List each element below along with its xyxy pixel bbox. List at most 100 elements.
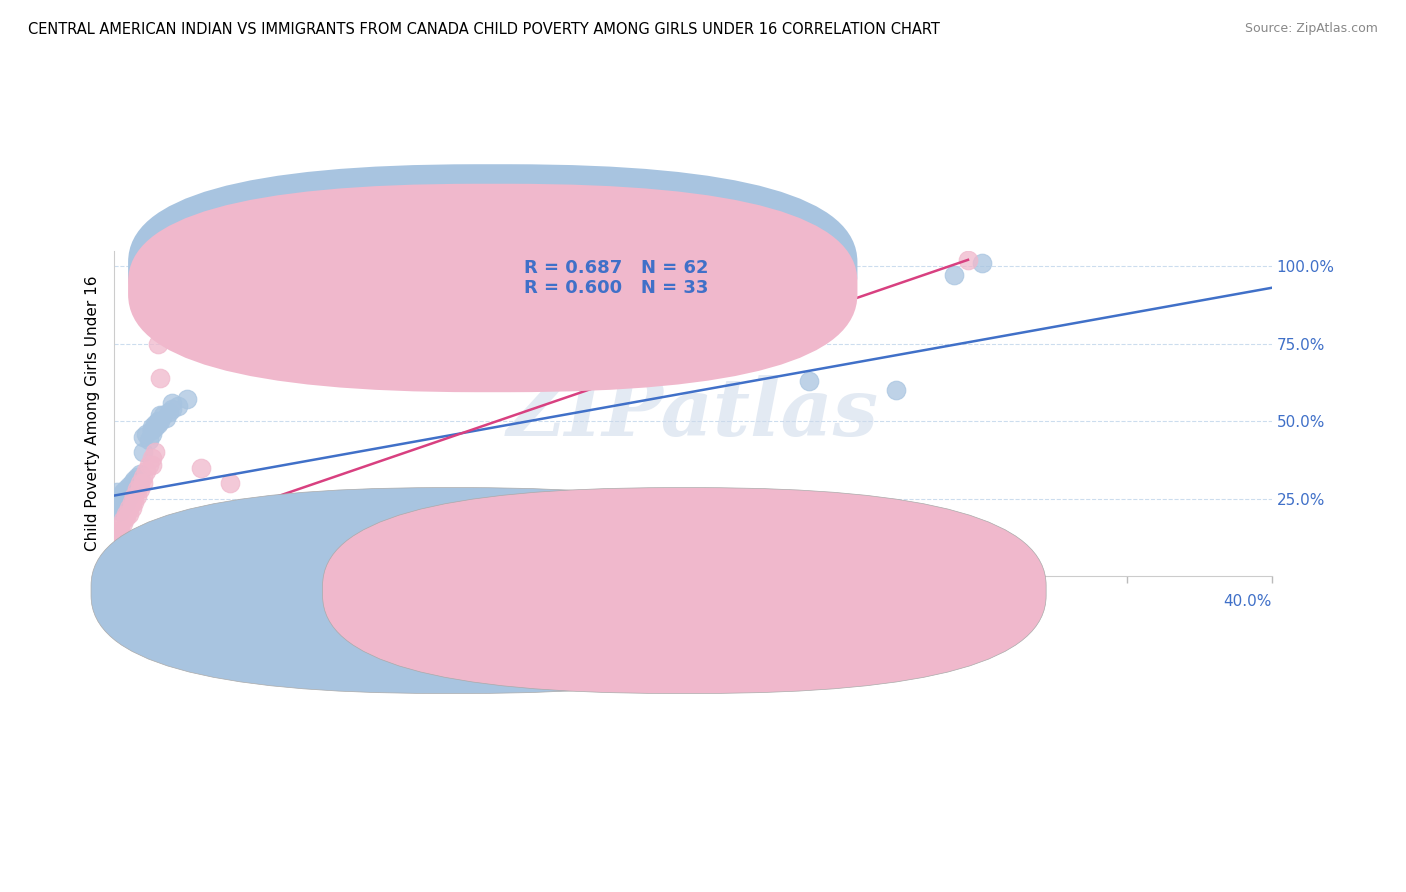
Point [114, 510, 136, 524]
Point [141, 451, 163, 466]
Point [143, 417, 166, 432]
Point [111, 516, 134, 531]
Point [108, 489, 131, 503]
Point [127, 479, 149, 493]
Point [114, 507, 136, 521]
Point [204, 315, 226, 329]
FancyBboxPatch shape [128, 184, 858, 392]
Point [111, 491, 134, 506]
Point [118, 507, 141, 521]
Point [132, 445, 155, 459]
Point [219, 476, 242, 491]
Point [141, 458, 163, 472]
Point [127, 483, 149, 497]
Point [118, 489, 141, 503]
Point [118, 500, 141, 515]
Point [190, 525, 212, 540]
Point [141, 420, 163, 434]
Point [167, 399, 190, 413]
Point [138, 458, 160, 472]
Point [111, 513, 134, 527]
Point [124, 476, 146, 491]
Point [942, 268, 965, 283]
Point [135, 426, 157, 441]
Text: Source: ZipAtlas.com: Source: ZipAtlas.com [1244, 22, 1378, 36]
FancyBboxPatch shape [461, 259, 762, 298]
Point [146, 414, 169, 428]
FancyBboxPatch shape [128, 164, 858, 373]
Point [138, 433, 160, 447]
Point [972, 256, 994, 270]
Point [184, 519, 207, 533]
Point [141, 426, 163, 441]
Point [132, 476, 155, 491]
Point [114, 495, 136, 509]
Point [121, 500, 143, 515]
Point [149, 370, 172, 384]
Point [146, 336, 169, 351]
Point [884, 383, 907, 397]
Point [190, 460, 212, 475]
Point [108, 504, 131, 518]
Text: 40.0%: 40.0% [1223, 594, 1272, 609]
Text: Immigrants from Canada: Immigrants from Canada [709, 583, 891, 599]
Point [111, 495, 134, 509]
Point [124, 473, 146, 487]
Point [157, 405, 180, 419]
Point [121, 495, 143, 509]
Point [797, 374, 820, 388]
Point [114, 491, 136, 506]
Y-axis label: Child Poverty Among Girls Under 16: Child Poverty Among Girls Under 16 [86, 276, 100, 551]
Point [121, 476, 143, 491]
Point [143, 420, 166, 434]
Point [108, 529, 131, 543]
Point [127, 489, 149, 503]
Point [595, 507, 617, 521]
Text: ZIPatlas: ZIPatlas [508, 375, 879, 452]
Point [141, 424, 163, 438]
Point [149, 408, 172, 422]
Point [160, 395, 183, 409]
Point [105, 495, 128, 509]
Point [740, 346, 762, 360]
FancyBboxPatch shape [91, 488, 814, 693]
Point [105, 532, 128, 546]
Point [152, 408, 174, 422]
Point [121, 483, 143, 497]
Point [108, 523, 131, 537]
FancyBboxPatch shape [322, 488, 1046, 693]
Point [114, 489, 136, 503]
Point [129, 467, 152, 481]
Point [176, 392, 198, 407]
Point [155, 411, 177, 425]
Text: R = 0.600   N = 33: R = 0.600 N = 33 [524, 279, 709, 297]
Point [124, 489, 146, 503]
Point [129, 476, 152, 491]
Point [132, 470, 155, 484]
Text: 0.0%: 0.0% [114, 594, 153, 609]
Point [129, 483, 152, 497]
Point [108, 500, 131, 515]
Text: R = 0.687   N = 62: R = 0.687 N = 62 [524, 260, 709, 277]
Point [105, 535, 128, 549]
Point [111, 498, 134, 512]
Point [143, 445, 166, 459]
Point [277, 538, 299, 552]
Point [127, 470, 149, 484]
Point [118, 483, 141, 497]
Point [132, 430, 155, 444]
Point [108, 525, 131, 540]
Point [108, 495, 131, 509]
Point [124, 495, 146, 509]
Point [111, 485, 134, 500]
Point [121, 485, 143, 500]
Point [105, 538, 128, 552]
Point [114, 483, 136, 497]
Point [118, 485, 141, 500]
Point [149, 414, 172, 428]
Point [160, 401, 183, 416]
Point [204, 321, 226, 335]
Point [118, 479, 141, 493]
Point [135, 464, 157, 478]
Point [956, 252, 979, 267]
